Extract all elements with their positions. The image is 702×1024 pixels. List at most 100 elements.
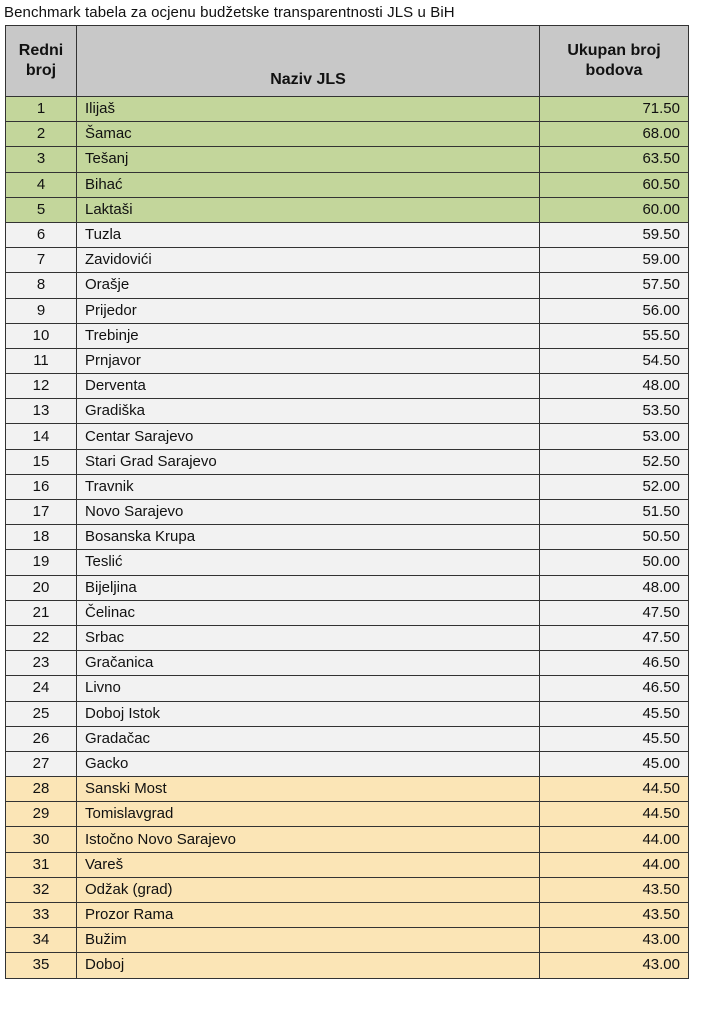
score-cell: 51.50 — [539, 498, 689, 526]
score-cell: 43.00 — [539, 952, 689, 979]
name-cell: Stari Grad Sarajevo — [76, 448, 540, 475]
rank-cell: 13 — [5, 398, 77, 425]
score-cell: 55.50 — [539, 322, 689, 349]
rank-cell: 9 — [5, 297, 77, 324]
table-row: 13 Gradiška 53.50 — [5, 398, 689, 425]
table-row: 30 Istočno Novo Sarajevo 44.00 — [5, 826, 689, 853]
table-row: 2 Šamac 68.00 — [5, 121, 689, 148]
table-row: 33 Prozor Rama 43.50 — [5, 901, 689, 929]
rank-cell: 24 — [5, 675, 77, 702]
score-cell: 46.50 — [539, 675, 689, 702]
header-name: Naziv JLS — [76, 25, 540, 97]
name-cell: Derventa — [76, 373, 540, 400]
name-cell: Sanski Most — [76, 776, 540, 803]
rank-cell: 7 — [5, 247, 77, 274]
name-cell: Travnik — [76, 473, 540, 501]
score-cell: 68.00 — [539, 121, 689, 148]
rank-cell: 20 — [5, 574, 77, 601]
table-row: 18 Bosanska Krupa 50.50 — [5, 524, 689, 551]
score-cell: 47.50 — [539, 599, 689, 626]
rank-cell: 23 — [5, 650, 77, 677]
name-cell: Srbac — [76, 624, 540, 652]
name-cell: Bosanska Krupa — [76, 524, 540, 551]
table-row: 8 Orašje 57.50 — [5, 272, 689, 299]
rank-cell: 18 — [5, 524, 77, 551]
rank-cell: 27 — [5, 750, 77, 778]
rank-cell: 34 — [5, 927, 77, 954]
score-cell: 54.50 — [539, 347, 689, 375]
table-row: 26 Gradačac 45.50 — [5, 725, 689, 752]
rank-cell: 33 — [5, 901, 77, 929]
name-cell: Doboj — [76, 952, 540, 979]
rank-cell: 35 — [5, 952, 77, 979]
rank-cell: 16 — [5, 473, 77, 501]
name-cell: Tuzla — [76, 221, 540, 249]
table-row: 5 Laktaši 60.00 — [5, 196, 689, 223]
name-cell: Novo Sarajevo — [76, 498, 540, 526]
rank-cell: 22 — [5, 624, 77, 652]
rank-cell: 11 — [5, 347, 77, 375]
table-row: 10 Trebinje 55.50 — [5, 322, 689, 349]
score-cell: 59.50 — [539, 221, 689, 249]
name-cell: Doboj Istok — [76, 700, 540, 727]
table-row: 11 Prnjavor 54.50 — [5, 347, 689, 375]
name-cell: Gračanica — [76, 650, 540, 677]
header-rank-line2: broj — [25, 62, 57, 79]
table-row: 28 Sanski Most 44.50 — [5, 776, 689, 803]
header-score-line2: bodova — [585, 62, 643, 79]
score-cell: 50.00 — [539, 549, 689, 576]
rank-cell: 5 — [5, 196, 77, 223]
table-row: 9 Prijedor 56.00 — [5, 297, 689, 324]
score-cell: 52.00 — [539, 473, 689, 501]
score-cell: 53.50 — [539, 398, 689, 425]
rank-cell: 25 — [5, 700, 77, 727]
rank-cell: 10 — [5, 322, 77, 349]
name-cell: Ilijaš — [76, 95, 540, 123]
score-cell: 44.00 — [539, 851, 689, 878]
score-cell: 44.50 — [539, 801, 689, 828]
table-row: 7 Zavidovići 59.00 — [5, 247, 689, 274]
table-row: 32 Odžak (grad) 43.50 — [5, 876, 689, 904]
table-row: 6 Tuzla 59.50 — [5, 221, 689, 249]
score-cell: 56.00 — [539, 297, 689, 324]
score-cell: 48.00 — [539, 373, 689, 400]
rank-cell: 32 — [5, 876, 77, 904]
rank-cell: 21 — [5, 599, 77, 626]
rank-cell: 3 — [5, 146, 77, 173]
name-cell: Prijedor — [76, 297, 540, 324]
rank-cell: 14 — [5, 423, 77, 450]
rank-cell: 17 — [5, 498, 77, 526]
name-cell: Bijeljina — [76, 574, 540, 601]
rank-cell: 6 — [5, 221, 77, 249]
header-rank-line1: Redni — [18, 42, 64, 59]
score-cell: 44.00 — [539, 826, 689, 853]
score-cell: 43.50 — [539, 901, 689, 929]
table-row: 35 Doboj 43.00 — [5, 952, 689, 979]
score-cell: 45.50 — [539, 700, 689, 727]
table-body: 1 Ilijaš 71.50 2 Šamac 68.00 3 Tešanj 63.50 4 Biha… — [5, 95, 689, 979]
rank-cell: 15 — [5, 448, 77, 475]
name-cell: Gradačac — [76, 725, 540, 752]
name-cell: Tešanj — [76, 146, 540, 173]
name-cell: Čelinac — [76, 599, 540, 626]
score-cell: 60.00 — [539, 196, 689, 223]
score-cell: 44.50 — [539, 776, 689, 803]
table-row: 19 Teslić 50.00 — [5, 549, 689, 576]
table-row: 17 Novo Sarajevo 51.50 — [5, 498, 689, 526]
rank-cell: 31 — [5, 851, 77, 878]
score-cell: 47.50 — [539, 624, 689, 652]
rank-cell: 19 — [5, 549, 77, 576]
table-row: 25 Doboj Istok 45.50 — [5, 700, 689, 727]
name-cell: Istočno Novo Sarajevo — [76, 826, 540, 853]
header-row: Redni broj Naziv JLS Ukupan broj bodova — [5, 25, 689, 97]
rank-cell: 1 — [5, 95, 77, 123]
table-row: 29 Tomislavgrad 44.50 — [5, 801, 689, 828]
table-row: 14 Centar Sarajevo 53.00 — [5, 423, 689, 450]
name-cell: Odžak (grad) — [76, 876, 540, 904]
name-cell: Laktaši — [76, 196, 540, 223]
score-cell: 52.50 — [539, 448, 689, 475]
name-cell: Gradiška — [76, 398, 540, 425]
name-cell: Vareš — [76, 851, 540, 878]
name-cell: Tomislavgrad — [76, 801, 540, 828]
score-cell: 43.50 — [539, 876, 689, 904]
